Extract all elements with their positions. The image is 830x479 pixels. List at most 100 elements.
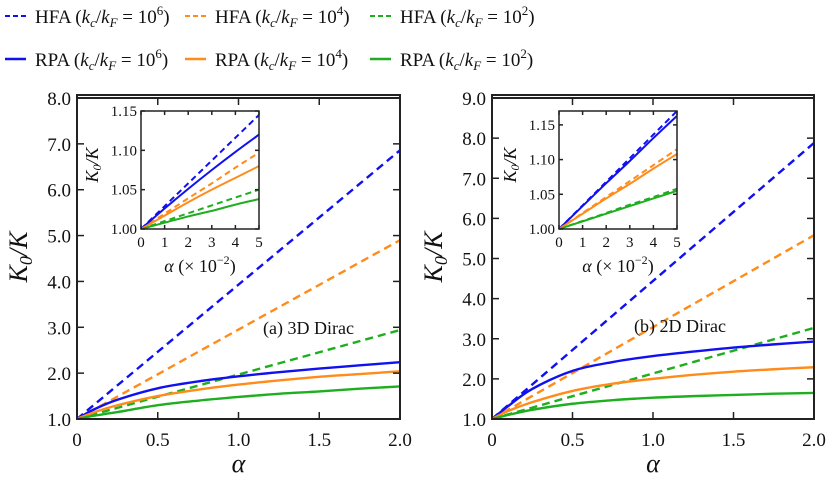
- x-tick-label: 1: [161, 235, 169, 251]
- series-rpa-1e6: [141, 133, 259, 229]
- legend-base: = 10: [296, 50, 335, 71]
- y-tick-label: 1.10: [111, 143, 137, 159]
- inset-y-sub: 0: [90, 165, 104, 171]
- legend-slash: /: [459, 50, 465, 71]
- y-axis-label: K0/K: [4, 230, 36, 284]
- y-label-rest: /K: [419, 230, 448, 258]
- legend-method: HFA (: [215, 7, 262, 28]
- series-hfa-1e6: [77, 149, 400, 419]
- plot-frame: [558, 110, 678, 230]
- inset: 0 1 2 3 4 51.001.051.101.15α (× 10−2)K0/K: [82, 104, 263, 277]
- panel-annotation: (b) 2D Dirac: [634, 316, 726, 337]
- legend-var: k: [445, 50, 454, 71]
- x-tick-label: 2.0: [388, 430, 412, 451]
- legend-label: RPA (kc/kF = 104): [215, 46, 348, 73]
- series-rpa-1e4: [559, 153, 677, 229]
- legend-var: k: [101, 7, 110, 28]
- inset-y-symbol: K: [500, 170, 520, 184]
- legend-item: HFA (kc/kF = 102): [370, 3, 535, 30]
- x-tick-label: 4: [232, 235, 240, 251]
- legend-slash: /: [96, 7, 102, 28]
- plot-frame: [140, 110, 260, 230]
- legend-close: ): [163, 7, 169, 28]
- inset-x-close: ): [648, 256, 654, 277]
- y-tick-label: 1.15: [529, 118, 555, 134]
- legend: HFA (kc/kF = 106) HFA (kc/kF = 104) HFA (k…: [5, 3, 535, 73]
- y-tick-label: 2.0: [47, 364, 71, 385]
- series-group: [492, 142, 814, 419]
- y-tick-label: 2.0: [462, 370, 486, 391]
- legend-item: HFA (kc/kF = 104): [185, 3, 350, 30]
- legend-label: HFA (kc/kF = 106): [35, 3, 170, 30]
- legend-label: RPA (kc/kF = 106): [35, 46, 168, 73]
- legend-var: k: [280, 50, 289, 71]
- inset-x-label: α (× 10−2): [164, 253, 235, 277]
- legend-var: k: [262, 7, 271, 28]
- x-tick-label: 1.5: [307, 430, 331, 451]
- series-rpa-1e6: [77, 360, 400, 419]
- x-tick-label: 0.5: [146, 430, 170, 451]
- panel-3d-dirac: 0 0.5 1.0 1.5 2.01.02.03.04.05.06.07.08.0αK0…: [4, 89, 412, 478]
- x-tick-label: 5: [673, 235, 681, 251]
- y-label-rest: /K: [4, 230, 33, 258]
- y-label-symbol: K: [419, 263, 448, 283]
- legend-sub: c: [90, 15, 96, 30]
- y-tick-label: 7.0: [462, 169, 486, 190]
- inset-x-exp: −2: [217, 253, 230, 267]
- y-tick-label: 3.0: [47, 318, 71, 339]
- legend-sub: F: [109, 15, 119, 30]
- inset-x-symbol: α: [582, 256, 592, 276]
- inset: 0 1 2 3 4 51.001.051.101.15α (× 10−2)K0/K: [500, 110, 681, 277]
- legend-item: RPA (kc/kF = 104): [185, 46, 348, 73]
- legend-slash: /: [276, 7, 282, 28]
- series-rpa-1e2: [141, 198, 259, 229]
- legend-method: HFA (: [400, 7, 447, 28]
- series-rpa-1e4: [492, 366, 814, 419]
- legend-slash: /: [94, 50, 100, 71]
- inset-x-exp: −2: [635, 253, 648, 267]
- legend-slash: /: [274, 50, 280, 71]
- legend-var: k: [466, 7, 475, 28]
- legend-exp: 2: [520, 46, 527, 61]
- series-hfa-1e4: [141, 151, 259, 229]
- x-tick-label: 1.5: [722, 430, 746, 451]
- legend-sub: F: [287, 58, 297, 73]
- inset-y-rest: /K: [82, 146, 102, 165]
- legend-var: k: [260, 50, 269, 71]
- inset-x-label: α (× 10−2): [582, 253, 653, 277]
- series-hfa-1e6: [141, 114, 259, 229]
- legend-sub: F: [474, 15, 484, 30]
- y-label-sub: 0: [16, 256, 36, 265]
- legend-sub: c: [455, 15, 461, 30]
- y-tick-label: 1.15: [111, 104, 137, 120]
- legend-slash: /: [461, 7, 467, 28]
- y-tick-label: 1.10: [529, 153, 555, 169]
- series-rpa-1e6: [492, 340, 814, 419]
- y-tick-label: 6.0: [47, 181, 71, 202]
- legend-exp: 6: [157, 3, 164, 18]
- legend-method: HFA (: [35, 7, 82, 28]
- y-tick-label: 1.0: [47, 410, 71, 431]
- x-axis-label: α: [232, 449, 247, 478]
- legend-item: HFA (kc/kF = 106): [5, 3, 170, 30]
- x-tick-label: 0: [555, 235, 563, 251]
- legend-sub: c: [89, 58, 95, 73]
- inset-x-scale: (× 10: [592, 256, 635, 277]
- legend-close: ): [527, 50, 533, 71]
- legend-var: k: [465, 50, 474, 71]
- y-tick-label: 8.0: [462, 129, 486, 150]
- y-label-symbol: K: [4, 263, 33, 283]
- series-group: [77, 149, 400, 419]
- x-tick-label: 5: [255, 235, 263, 251]
- legend-base: = 10: [118, 7, 157, 28]
- inset-x-close: ): [230, 256, 236, 277]
- series-hfa-1e6: [492, 142, 814, 419]
- legend-sub: c: [270, 15, 276, 30]
- legend-label: RPA (kc/kF = 102): [400, 46, 533, 73]
- x-tick-label: 2: [602, 235, 610, 251]
- inset-y-symbol: K: [82, 170, 102, 184]
- y-tick-label: 1.05: [111, 183, 137, 199]
- series-rpa-1e4: [141, 165, 259, 229]
- legend-exp: 4: [337, 3, 344, 18]
- x-tick-label: 3: [626, 235, 634, 251]
